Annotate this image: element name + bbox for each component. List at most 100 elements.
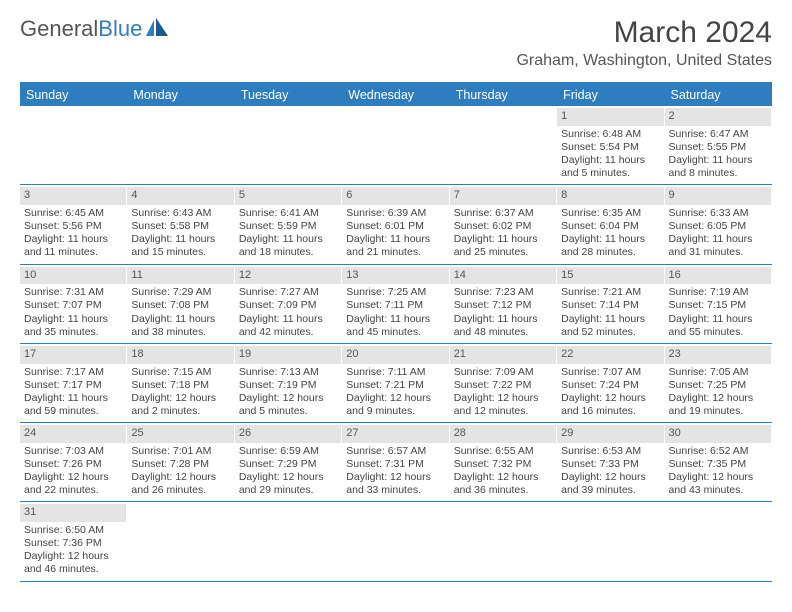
day-cell: 9Sunrise: 6:33 AMSunset: 6:05 PMDaylight… — [665, 185, 772, 263]
date-number: 15 — [557, 267, 663, 285]
day-cell: 29 Sunrise: 6:53 AMSunset: 7:33 PMDayligh… — [557, 423, 664, 501]
day-cell: 23Sunrise: 7:05 AMSunset: 7:25 PMDayligh… — [665, 344, 772, 422]
day-cell: 17Sunrise: 7:17 AMSunset: 7:17 PMDayligh… — [20, 344, 127, 422]
daylight-text: and 42 minutes. — [239, 326, 337, 339]
day-cell: 4Sunrise: 6:43 AMSunset: 5:58 PMDaylight… — [127, 185, 234, 263]
daylight-text: Daylight: 12 hours — [24, 471, 122, 484]
sunset-text: Sunset: 5:56 PM — [24, 220, 122, 233]
sunrise-text: Sunrise: 6:47 AM — [669, 128, 767, 141]
title-block: March 2024 Graham, Washington, United St… — [516, 16, 772, 70]
sunrise-text: Sunrise: 6:48 AM — [561, 128, 659, 141]
sunrise-text: Sunrise: 7:05 AM — [669, 366, 767, 379]
week-row: 3Sunrise: 6:45 AMSunset: 5:56 PMDaylight… — [20, 185, 772, 264]
daylight-text: Daylight: 12 hours — [669, 471, 767, 484]
daylight-text: and 21 minutes. — [346, 246, 444, 259]
date-number: 1 — [557, 108, 663, 126]
date-number: 27 — [342, 425, 448, 443]
daylight-text: and 39 minutes. — [561, 484, 659, 497]
daylight-text: Daylight: 11 hours — [669, 313, 767, 326]
sunrise-text: Sunrise: 7:31 AM — [24, 286, 122, 299]
sunset-text: Sunset: 7:22 PM — [454, 379, 552, 392]
sunset-text: Sunset: 5:55 PM — [669, 141, 767, 154]
date-number: 18 — [127, 346, 233, 364]
week-row: 17Sunrise: 7:17 AMSunset: 7:17 PMDayligh… — [20, 344, 772, 423]
daylight-text: and 29 minutes. — [239, 484, 337, 497]
day-cell: 11Sunrise: 7:29 AMSunset: 7:08 PMDayligh… — [127, 265, 234, 343]
sunrise-text: Sunrise: 7:23 AM — [454, 286, 552, 299]
daylight-text: Daylight: 11 hours — [239, 233, 337, 246]
daylight-text: and 8 minutes. — [669, 167, 767, 180]
month-title: March 2024 — [516, 16, 772, 50]
daylight-text: Daylight: 12 hours — [346, 471, 444, 484]
daylight-text: Daylight: 12 hours — [561, 392, 659, 405]
day-cell: 13Sunrise: 7:25 AMSunset: 7:11 PMDayligh… — [342, 265, 449, 343]
daylight-text: Daylight: 11 hours — [454, 233, 552, 246]
daylight-text: Daylight: 11 hours — [561, 233, 659, 246]
sunset-text: Sunset: 7:29 PM — [239, 458, 337, 471]
sunrise-text: Sunrise: 6:52 AM — [669, 445, 767, 458]
date-number: 28 — [450, 425, 556, 443]
sunrise-text: Sunrise: 7:29 AM — [131, 286, 229, 299]
daylight-text: and 11 minutes. — [24, 246, 122, 259]
day-cell: 14Sunrise: 7:23 AMSunset: 7:12 PMDayligh… — [450, 265, 557, 343]
date-number: 17 — [20, 346, 126, 364]
day-cell: 18Sunrise: 7:15 AMSunset: 7:18 PMDayligh… — [127, 344, 234, 422]
sunset-text: Sunset: 7:14 PM — [561, 299, 659, 312]
sunrise-text: Sunrise: 6:59 AM — [239, 445, 337, 458]
daylight-text: Daylight: 11 hours — [24, 233, 122, 246]
date-number: 19 — [235, 346, 341, 364]
daylight-text: Daylight: 11 hours — [24, 313, 122, 326]
day-header: Friday — [557, 84, 664, 106]
daylight-text: Daylight: 12 hours — [131, 471, 229, 484]
day-cell — [235, 106, 342, 184]
date-number: 7 — [450, 187, 556, 205]
day-cell: 10Sunrise: 7:31 AMSunset: 7:07 PMDayligh… — [20, 265, 127, 343]
daylight-text: and 59 minutes. — [24, 405, 122, 418]
sunrise-text: Sunrise: 7:03 AM — [24, 445, 122, 458]
day-cell — [127, 502, 234, 580]
date-number: 26 — [235, 425, 341, 443]
daylight-text: and 38 minutes. — [131, 326, 229, 339]
date-number: 29 — [557, 425, 663, 443]
sunset-text: Sunset: 7:33 PM — [561, 458, 659, 471]
daylight-text: Daylight: 12 hours — [131, 392, 229, 405]
sunset-text: Sunset: 7:31 PM — [346, 458, 444, 471]
day-header-row: Sunday Monday Tuesday Wednesday Thursday… — [20, 84, 772, 106]
daylight-text: Daylight: 12 hours — [454, 392, 552, 405]
daylight-text: Daylight: 12 hours — [561, 471, 659, 484]
day-cell: 25Sunrise: 7:01 AMSunset: 7:28 PMDayligh… — [127, 423, 234, 501]
week-row: 1Sunrise: 6:48 AMSunset: 5:54 PMDaylight… — [20, 106, 772, 185]
day-cell: 15Sunrise: 7:21 AMSunset: 7:14 PMDayligh… — [557, 265, 664, 343]
daylight-text: and 48 minutes. — [454, 326, 552, 339]
day-cell: 22Sunrise: 7:07 AMSunset: 7:24 PMDayligh… — [557, 344, 664, 422]
daylight-text: and 55 minutes. — [669, 326, 767, 339]
sunrise-text: Sunrise: 6:35 AM — [561, 207, 659, 220]
sunset-text: Sunset: 6:05 PM — [669, 220, 767, 233]
day-cell: 26 Sunrise: 6:59 AMSunset: 7:29 PMDayligh… — [235, 423, 342, 501]
day-cell: 27Sunrise: 6:57 AMSunset: 7:31 PMDayligh… — [342, 423, 449, 501]
sunset-text: Sunset: 7:35 PM — [669, 458, 767, 471]
day-cell: 12Sunrise: 7:27 AMSunset: 7:09 PMDayligh… — [235, 265, 342, 343]
day-cell: 5Sunrise: 6:41 AMSunset: 5:59 PMDaylight… — [235, 185, 342, 263]
day-cell — [20, 106, 127, 184]
daylight-text: Daylight: 12 hours — [239, 471, 337, 484]
sunrise-text: Sunrise: 7:13 AM — [239, 366, 337, 379]
sunrise-text: Sunrise: 6:53 AM — [561, 445, 659, 458]
date-number: 12 — [235, 267, 341, 285]
sunrise-text: Sunrise: 6:33 AM — [669, 207, 767, 220]
date-number: 2 — [665, 108, 771, 126]
date-number: 23 — [665, 346, 771, 364]
date-number: 13 — [342, 267, 448, 285]
day-cell: 21Sunrise: 7:09 AMSunset: 7:22 PMDayligh… — [450, 344, 557, 422]
sunrise-text: Sunrise: 7:15 AM — [131, 366, 229, 379]
date-number: 8 — [557, 187, 663, 205]
sunset-text: Sunset: 7:24 PM — [561, 379, 659, 392]
day-cell — [342, 502, 449, 580]
date-number: 24 — [20, 425, 126, 443]
date-number: 3 — [20, 187, 126, 205]
daylight-text: Daylight: 12 hours — [24, 550, 122, 563]
daylight-text: Daylight: 11 hours — [131, 233, 229, 246]
sunset-text: Sunset: 7:26 PM — [24, 458, 122, 471]
daylight-text: and 25 minutes. — [454, 246, 552, 259]
sunrise-text: Sunrise: 6:37 AM — [454, 207, 552, 220]
